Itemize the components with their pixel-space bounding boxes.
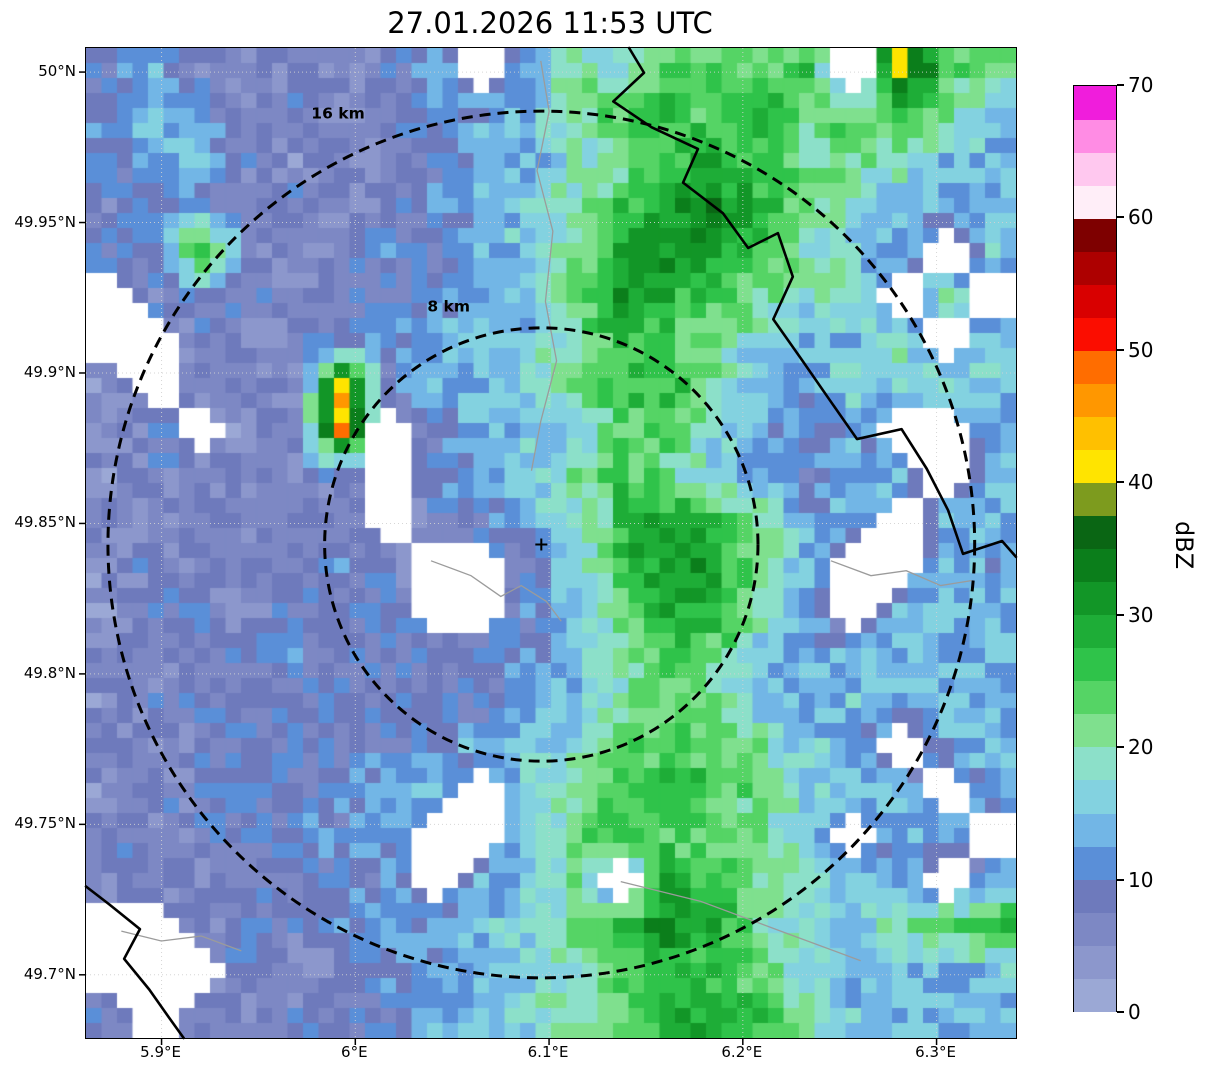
colorbar-segment: [1074, 878, 1116, 913]
range-ring-label: 8 km: [427, 297, 470, 315]
colorbar-segment: [1074, 812, 1116, 847]
colorbar-segment: [1074, 251, 1116, 285]
colorbar-tick-label: 0: [1128, 1000, 1141, 1024]
colorbar-tick: [1117, 746, 1124, 749]
colorbar-tick-label: 70: [1128, 73, 1154, 97]
colorbar-segment: [1074, 548, 1116, 583]
y-tick-label: 49.75°N: [14, 814, 76, 833]
border-line: [84, 885, 185, 1040]
colorbar-tick: [1117, 216, 1124, 219]
figure-title: 27.01.2026 11:53 UTC: [387, 6, 713, 40]
border-line: [612, 46, 1018, 559]
colorbar-segment: [1074, 680, 1116, 715]
x-tick-label: 6.2°E: [721, 1043, 763, 1061]
x-tick-label: 6°E: [341, 1043, 368, 1061]
colorbar-tick-label: 60: [1128, 205, 1154, 230]
colorbar-segment: [1074, 284, 1116, 318]
colorbar-segment: [1074, 449, 1116, 484]
colorbar-tick-label: 30: [1128, 602, 1154, 627]
radar-map: 8 km 16 km: [79, 46, 1018, 1045]
colorbar-segment: [1074, 911, 1116, 946]
y-tick-label: 50°N: [38, 62, 76, 81]
colorbar-tick: [1117, 348, 1124, 351]
y-tick-label: 49.9°N: [23, 362, 76, 381]
colorbar-segment: [1074, 482, 1116, 517]
colorbar-tick-label: 50: [1128, 337, 1154, 362]
y-tick-label: 49.95°N: [14, 212, 76, 231]
colorbar-tick-label: 20: [1128, 735, 1154, 760]
river-line: [530, 60, 558, 471]
river-line: [121, 930, 242, 952]
river-line: [430, 560, 562, 622]
colorbar-segment: [1074, 713, 1116, 748]
colorbar-segment: [1074, 86, 1116, 120]
colorbar-label: dBZ: [1170, 521, 1198, 570]
colorbar-segment: [1074, 614, 1116, 649]
colorbar-tick: [1117, 613, 1124, 616]
range-ring-8km: [323, 326, 760, 763]
y-tick-label: 49.7°N: [23, 964, 76, 983]
river-line: [620, 880, 861, 962]
colorbar-tick: [1117, 84, 1124, 86]
colorbar-segment: [1074, 152, 1116, 186]
colorbar-segment: [1074, 218, 1116, 252]
colorbar-tick: [1117, 878, 1124, 881]
colorbar-segment: [1074, 845, 1116, 880]
colorbar-segment: [1074, 647, 1116, 682]
colorbar-segment: [1074, 317, 1116, 352]
x-tick-label: 6.1°E: [527, 1043, 569, 1061]
colorbar-tick-label: 40: [1128, 470, 1154, 495]
colorbar-tick: [1117, 481, 1124, 484]
reflectivity-canvas: [86, 48, 1016, 1038]
colorbar-segment: [1074, 944, 1116, 979]
y-tick-label: 49.8°N: [23, 663, 76, 682]
colorbar-segment: [1074, 185, 1116, 219]
map-overlay: 8 km 16 km: [79, 46, 1018, 1045]
x-tick-label: 6.3°E: [915, 1043, 956, 1061]
colorbar-segment: [1074, 581, 1116, 616]
colorbar-segment: [1074, 383, 1116, 418]
colorbar: [1073, 85, 1117, 1012]
colorbar-segment: [1074, 977, 1116, 1012]
colorbar-segment: [1074, 350, 1116, 385]
range-ring-label: 16 km: [311, 104, 364, 122]
river-line: [830, 560, 972, 587]
colorbar-segment: [1074, 515, 1116, 550]
colorbar-segment: [1074, 119, 1116, 153]
colorbar-tick: [1117, 1011, 1124, 1013]
colorbar-segment: [1074, 746, 1116, 781]
x-tick-label: 5.9°E: [140, 1043, 181, 1061]
colorbar-tick-label: 10: [1128, 867, 1154, 892]
y-tick-label: 49.85°N: [14, 513, 76, 532]
colorbar-segment: [1074, 416, 1116, 451]
range-ring-16km: [106, 109, 977, 980]
colorbar-segment: [1074, 779, 1116, 814]
